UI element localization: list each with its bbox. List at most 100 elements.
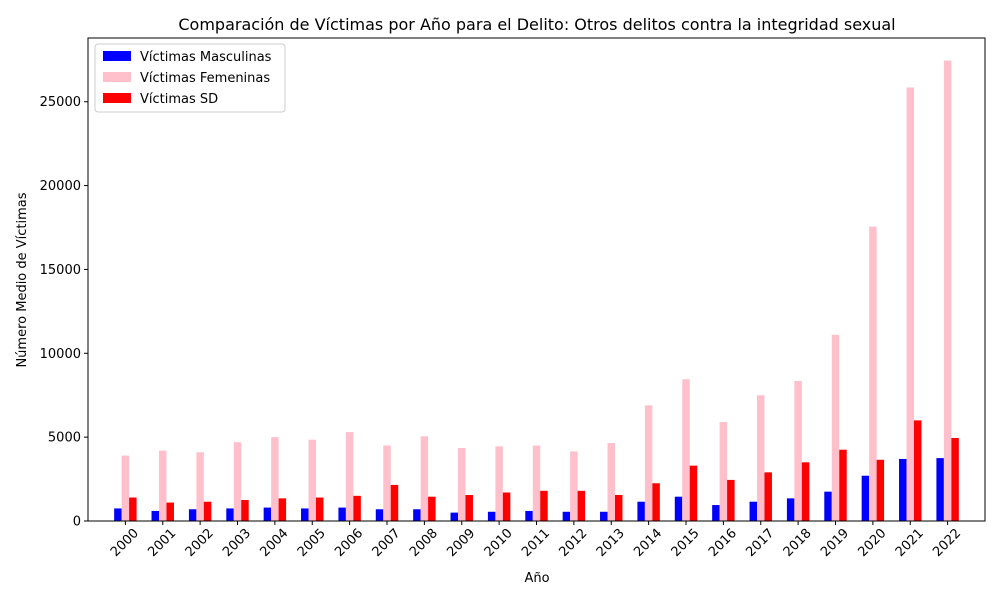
bar-femeninas-2017 xyxy=(757,395,765,521)
x-tick-label: 2009 xyxy=(444,526,478,560)
bar-sd-2013 xyxy=(614,495,623,521)
bar-femeninas-2011 xyxy=(532,445,541,521)
bar-masculinas-2014 xyxy=(637,501,645,521)
bar-sd-2002 xyxy=(203,501,212,521)
bar-masculinas-2022 xyxy=(936,458,944,521)
bar-femeninas-2008 xyxy=(420,436,429,521)
bar-sd-2003 xyxy=(241,500,249,521)
bar-femeninas-2009 xyxy=(458,448,466,521)
bar-femeninas-2004 xyxy=(271,437,279,521)
bar-femeninas-2014 xyxy=(644,405,653,521)
bar-masculinas-2017 xyxy=(749,501,758,521)
bar-sd-2005 xyxy=(315,497,324,521)
legend-label: Víctimas Masculinas xyxy=(140,50,272,65)
x-tick-label: 2001 xyxy=(145,526,179,560)
x-tick-label: 2022 xyxy=(930,526,964,560)
x-tick-label: 2019 xyxy=(818,526,852,560)
bar-sd-2016 xyxy=(727,479,735,521)
x-tick-label: 2008 xyxy=(407,526,441,560)
bar-femeninas-2002 xyxy=(196,452,204,521)
bar-sd-2019 xyxy=(839,449,847,521)
y-tick-label: 20000 xyxy=(40,179,81,194)
x-tick-label: 2006 xyxy=(332,526,366,560)
bar-sd-2018 xyxy=(801,462,810,521)
bar-femeninas-2021 xyxy=(906,87,914,521)
x-tick-label: 2011 xyxy=(519,526,553,560)
bar-femeninas-2000 xyxy=(121,455,130,521)
bar-femeninas-2018 xyxy=(794,380,802,521)
bar-masculinas-2007 xyxy=(375,509,384,521)
y-tick-label: 15000 xyxy=(40,263,81,278)
bar-sd-2012 xyxy=(577,490,586,521)
bar-femeninas-2010 xyxy=(495,446,503,521)
bar-masculinas-2003 xyxy=(226,508,234,521)
bar-masculinas-2010 xyxy=(487,511,496,521)
bar-femeninas-2012 xyxy=(570,451,578,521)
x-tick-label: 2004 xyxy=(257,526,291,560)
bar-masculinas-2019 xyxy=(824,491,832,521)
x-tick-label: 2003 xyxy=(220,526,254,560)
bar-femeninas-2015 xyxy=(682,379,690,521)
y-tick-label: 0 xyxy=(73,515,81,530)
x-axis-label: Año xyxy=(524,571,549,586)
bar-femeninas-2006 xyxy=(345,432,354,521)
chart-title: Comparación de Víctimas por Año para el … xyxy=(178,15,895,34)
bar-masculinas-2006 xyxy=(338,507,346,521)
bar-masculinas-2020 xyxy=(861,475,870,521)
x-tick-label: 2014 xyxy=(631,526,665,560)
bar-sd-2001 xyxy=(166,502,174,521)
bar-femeninas-2019 xyxy=(831,334,840,521)
bar-sd-2010 xyxy=(502,492,511,521)
x-tick-label: 2017 xyxy=(743,526,777,560)
legend: Víctimas Masculinas Víctimas Femeninas Víc… xyxy=(94,43,286,113)
x-tick-label: 2000 xyxy=(108,526,142,560)
bar-masculinas-2012 xyxy=(562,511,571,521)
x-tick-label: 2016 xyxy=(706,526,740,560)
bar-femeninas-2005 xyxy=(308,439,316,521)
x-tick-label: 2012 xyxy=(556,526,590,560)
bar-sd-2006 xyxy=(353,495,361,521)
bar-sd-2021 xyxy=(913,420,922,521)
bar-sd-2000 xyxy=(129,497,137,521)
legend-swatch xyxy=(103,51,131,61)
bar-masculinas-2004 xyxy=(263,507,272,521)
bar-femeninas-2003 xyxy=(233,442,242,521)
bar-sd-2014 xyxy=(652,483,660,521)
bar-masculinas-2008 xyxy=(413,509,421,521)
y-tick-label: 10000 xyxy=(40,347,81,362)
bar-masculinas-2013 xyxy=(600,511,608,521)
bar-sd-2009 xyxy=(465,495,473,521)
legend-label: Víctimas SD xyxy=(140,92,218,107)
legend-swatch xyxy=(103,72,131,82)
bar-sd-2011 xyxy=(540,490,548,521)
y-tick-label: 5000 xyxy=(48,431,81,446)
bar-masculinas-2002 xyxy=(188,509,197,521)
bar-masculinas-2018 xyxy=(786,498,795,521)
x-tick-label: 2013 xyxy=(594,526,628,560)
bar-femeninas-2013 xyxy=(607,443,615,521)
bar-femeninas-2016 xyxy=(719,422,728,521)
bar-sd-2004 xyxy=(278,498,287,521)
legend-box xyxy=(94,43,286,113)
bar-sd-2022 xyxy=(951,437,959,521)
bar-masculinas-2021 xyxy=(899,458,907,521)
x-tick-label: 2015 xyxy=(669,526,703,560)
bar-masculinas-2011 xyxy=(525,510,533,521)
bar-sd-2007 xyxy=(390,484,399,521)
bar-femeninas-2020 xyxy=(869,226,877,521)
x-tick-label: 2018 xyxy=(781,526,815,560)
bar-sd-2015 xyxy=(689,465,698,521)
legend-label: Víctimas Femeninas xyxy=(140,71,270,86)
bar-femeninas-2007 xyxy=(383,445,391,521)
bar-sd-2008 xyxy=(428,496,436,521)
bar-masculinas-2005 xyxy=(301,508,309,521)
bar-femeninas-2022 xyxy=(943,60,952,521)
y-axis-label: Número Medio de Víctimas xyxy=(15,192,30,367)
y-tick-label: 25000 xyxy=(40,95,81,110)
bar-sd-2020 xyxy=(876,459,885,521)
bar-masculinas-2016 xyxy=(712,505,720,521)
x-tick-label: 2005 xyxy=(295,526,329,560)
bar-masculinas-2015 xyxy=(674,496,683,521)
